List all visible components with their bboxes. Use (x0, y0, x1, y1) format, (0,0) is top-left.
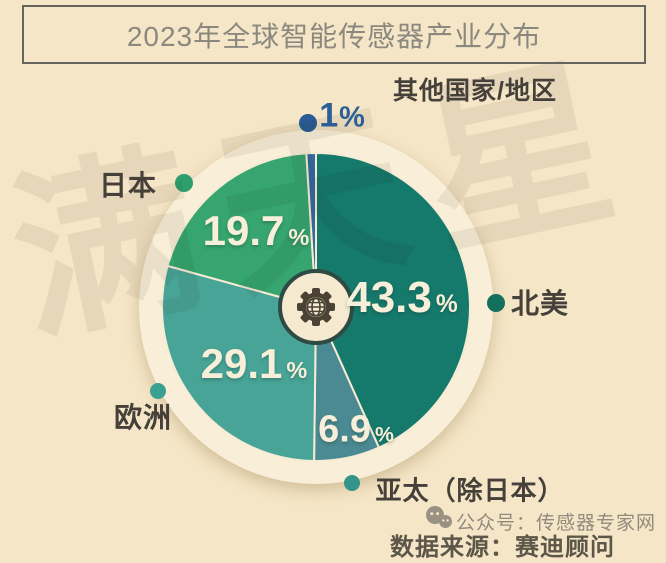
region-label-1: 北美 (510, 288, 570, 319)
callout-dot-5 (299, 114, 317, 132)
callout-dot-4 (175, 174, 193, 192)
callout-dot-1 (487, 294, 505, 312)
slice-value-label-5: 1% (319, 96, 365, 135)
page-title: 2023年全球智能传感器产业分布 (126, 20, 542, 52)
slice-value-label-1: 43.3% (346, 273, 458, 322)
slice-value-label-2: 6.9% (318, 408, 394, 451)
region-label-5: 其他国家/地区 (393, 77, 557, 105)
center-gear-globe-icon (278, 269, 354, 345)
region-label-4: 日本 (98, 170, 158, 201)
callout-dot-3 (150, 383, 166, 399)
region-label-3: 欧洲 (113, 402, 173, 433)
data-source-note: 数据来源：赛迪顾问 (390, 534, 615, 561)
pie-slice-5 (305, 152, 317, 308)
pie-slice-1 (315, 152, 471, 449)
slice-value-label-3: 29.1% (200, 340, 308, 387)
pie-slice-3 (161, 264, 317, 462)
wechat-icon (426, 506, 452, 528)
pie-slice-4 (166, 152, 317, 308)
slice-value-label-4: 19.7% (202, 207, 310, 254)
callout-dot-2 (344, 475, 360, 491)
region-label-2: 亚太（除日本） (375, 475, 565, 506)
account-watermark: 公众号：传感器专家网 (456, 513, 657, 534)
title-box: 2023年全球智能传感器产业分布 (22, 5, 646, 64)
